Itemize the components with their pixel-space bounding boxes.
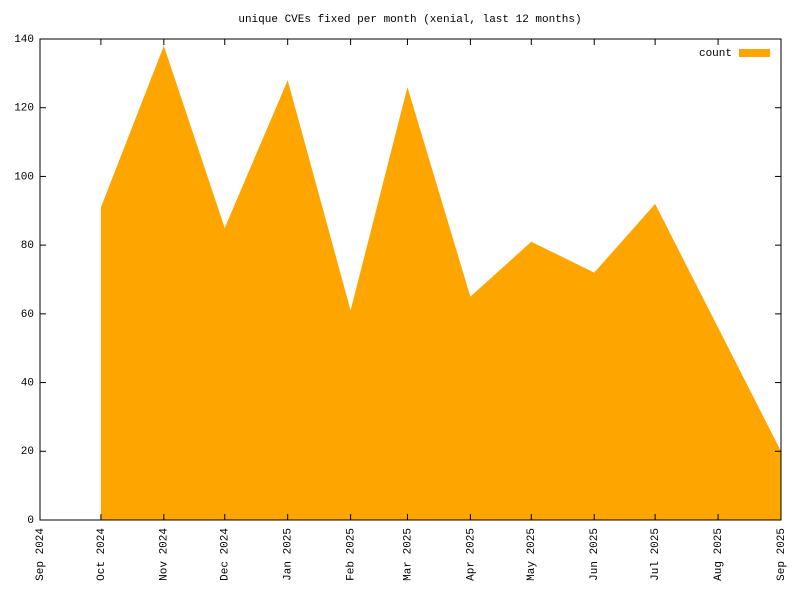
y-tick-label: 20 [21,446,34,458]
x-tick-label: Oct 2024 [96,528,108,581]
y-tick-label: 140 [14,34,34,46]
x-tick-label: Sep 2025 [776,528,788,581]
x-tick-label: Dec 2024 [220,528,232,581]
y-tick-label: 100 [14,171,34,183]
plot-frame [39,38,782,521]
x-tick-label: Jan 2025 [283,528,295,581]
x-tick-label: Aug 2025 [713,528,725,581]
y-tick-label: 120 [14,103,34,115]
y-tick-label: 40 [21,377,34,389]
y-tick-label: 60 [21,309,34,321]
legend-swatch [739,49,770,57]
area [100,45,781,520]
legend-label: count [699,48,732,60]
x-tick-label: Nov 2024 [159,528,171,581]
x-tick-label: May 2025 [526,528,538,581]
x-tick-label: Jul 2025 [650,528,662,581]
x-tick-label: Apr 2025 [465,528,477,581]
y-tick-label: 80 [21,240,34,252]
y-tick-label: 0 [27,515,34,527]
chart-title: unique CVEs fixed per month (xenial, las… [238,14,581,26]
x-tick-label: Mar 2025 [402,528,414,581]
x-tick-label: Feb 2025 [346,528,358,581]
x-tick-label: Jun 2025 [589,528,601,581]
x-tick-label: Sep 2024 [35,528,47,581]
